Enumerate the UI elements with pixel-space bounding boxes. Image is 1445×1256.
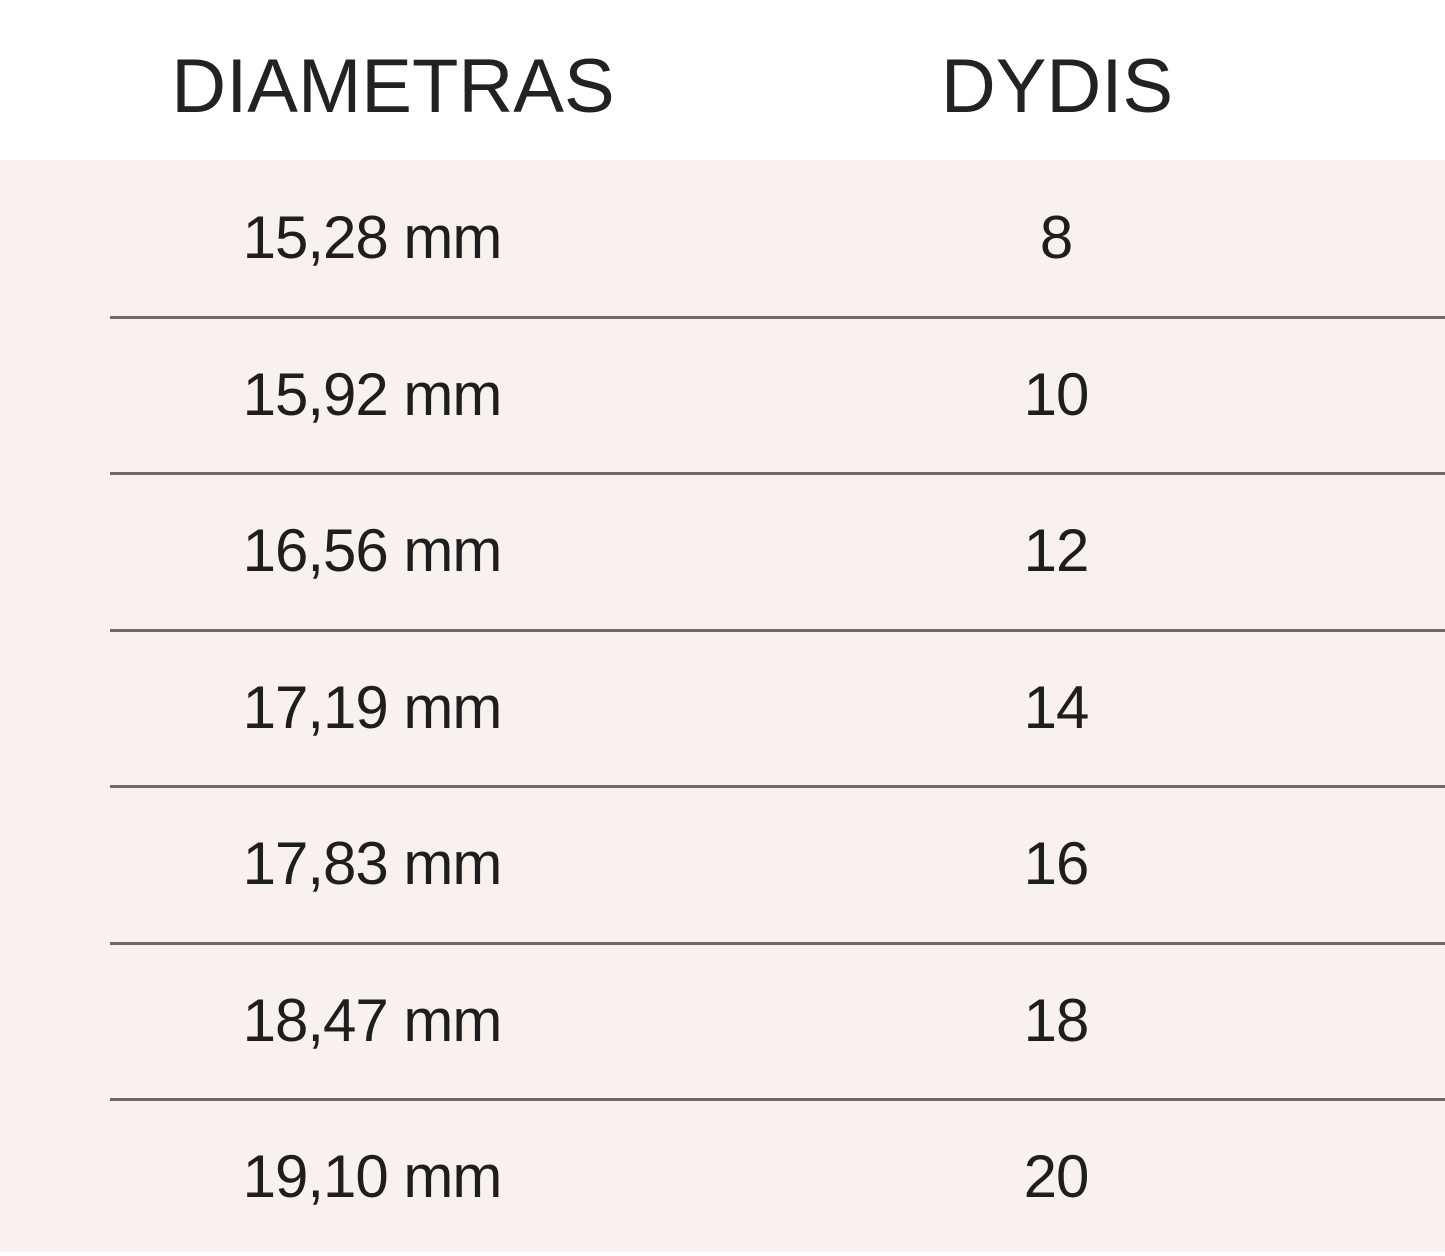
header-size: DYDIS [940, 44, 1174, 129]
diameter-cell: 15,28 mm [242, 204, 503, 271]
row-divider [110, 472, 1445, 475]
table-body: 15,28 mm 8 15,92 mm 10 16,56 mm 12 17,19 mm 14 1… [0, 160, 1445, 1252]
row-divider [110, 315, 1445, 319]
table-row: 19,10 mm 20 [0, 1099, 1445, 1256]
size-cell: 12 [1023, 517, 1090, 584]
table-row: 15,92 mm 10 [0, 317, 1445, 475]
diameter-cell: 16,56 mm [242, 517, 503, 584]
table-row: 17,19 mm 14 [0, 630, 1445, 788]
diameter-cell: 17,19 mm [242, 673, 503, 741]
diameter-cell: 19,10 mm [242, 1143, 503, 1210]
size-cell: 8 [1039, 204, 1073, 271]
table-row: 15,28 mm 8 [0, 160, 1445, 319]
size-cell: 18 [1023, 986, 1090, 1054]
table-header: DIAMETRAS DYDIS [0, 0, 1445, 160]
row-divider [110, 785, 1445, 788]
row-divider [110, 1098, 1445, 1101]
size-cell: 16 [1023, 830, 1090, 897]
row-divider [110, 628, 1445, 632]
table-row: 17,83 mm 16 [0, 786, 1445, 945]
size-cell: 14 [1023, 673, 1090, 741]
row-divider [110, 941, 1445, 945]
size-cell: 10 [1023, 360, 1090, 428]
diameter-cell: 17,83 mm [242, 830, 503, 897]
diameter-cell: 15,92 mm [242, 360, 503, 428]
header-diameter: DIAMETRAS [171, 44, 615, 129]
table-row: 16,56 mm 12 [0, 473, 1445, 632]
size-cell: 20 [1023, 1143, 1090, 1210]
table-row: 18,47 mm 18 [0, 943, 1445, 1101]
diameter-cell: 18,47 mm [242, 986, 503, 1054]
